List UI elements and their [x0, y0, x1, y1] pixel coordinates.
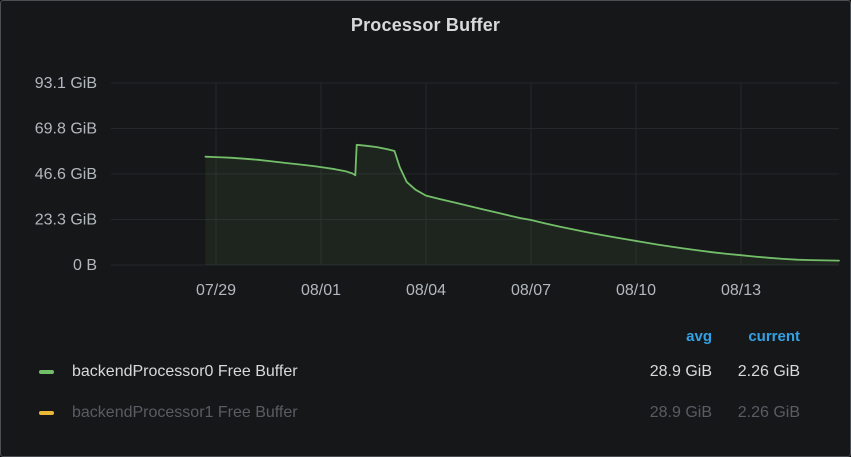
x-tick-label: 08/07 — [511, 282, 551, 299]
series-line — [204, 143, 840, 262]
series-current-value: 2.26 GiB — [737, 403, 800, 421]
legend-sort-current[interactable]: current — [748, 327, 800, 345]
series-label: backendProcessor0 Free Buffer — [72, 362, 298, 380]
series-avg-value: 28.9 GiB — [649, 362, 712, 380]
series-color-swatch[interactable] — [39, 410, 54, 415]
x-tick-label: 08/04 — [406, 282, 446, 299]
x-tick-label: 07/29 — [196, 282, 236, 299]
series-avg-value: 28.9 GiB — [649, 403, 712, 421]
series-current-value: 2.26 GiB — [737, 362, 800, 380]
y-tick-label: 93.1 GiB — [35, 75, 97, 92]
x-tick-label: 08/13 — [721, 282, 761, 299]
chart-canvas[interactable]: 0 B 23.3 GiB 46.6 GiB 69.8 GiB 93.1 GiB 07/29… — [1, 61, 851, 309]
series-color-swatch[interactable] — [39, 369, 54, 374]
series-name-cell: backendProcessor0 Free Buffer — [31, 363, 592, 381]
legend: avg current backendProcessor0 Free Buffe… — [31, 321, 800, 433]
series-name-cell: backendProcessor1 Free Buffer — [31, 404, 592, 422]
time-series-chart: 0 B 23.3 GiB 46.6 GiB 69.8 GiB 93.1 GiB 07/29… — [1, 61, 851, 309]
panel-title[interactable]: Processor Buffer — [350, 15, 501, 35]
legend-row-processor1[interactable]: backendProcessor1 Free Buffer 28.9 GiB 2… — [31, 392, 800, 433]
y-tick-label: 23.3 GiB — [35, 211, 97, 228]
y-tick-label: 69.8 GiB — [35, 121, 97, 138]
y-tick-label: 0 B — [73, 257, 97, 274]
legend-row-processor0[interactable]: backendProcessor0 Free Buffer 28.9 GiB 2… — [31, 351, 800, 392]
legend-header: avg current — [31, 321, 800, 351]
x-tick-label: 08/01 — [301, 282, 341, 299]
series-area — [205, 144, 839, 265]
series-label: backendProcessor1 Free Buffer — [72, 403, 298, 421]
legend-sort-avg[interactable]: avg — [686, 327, 712, 345]
y-tick-label: 46.6 GiB — [35, 166, 97, 183]
x-tick-label: 08/10 — [616, 282, 656, 299]
